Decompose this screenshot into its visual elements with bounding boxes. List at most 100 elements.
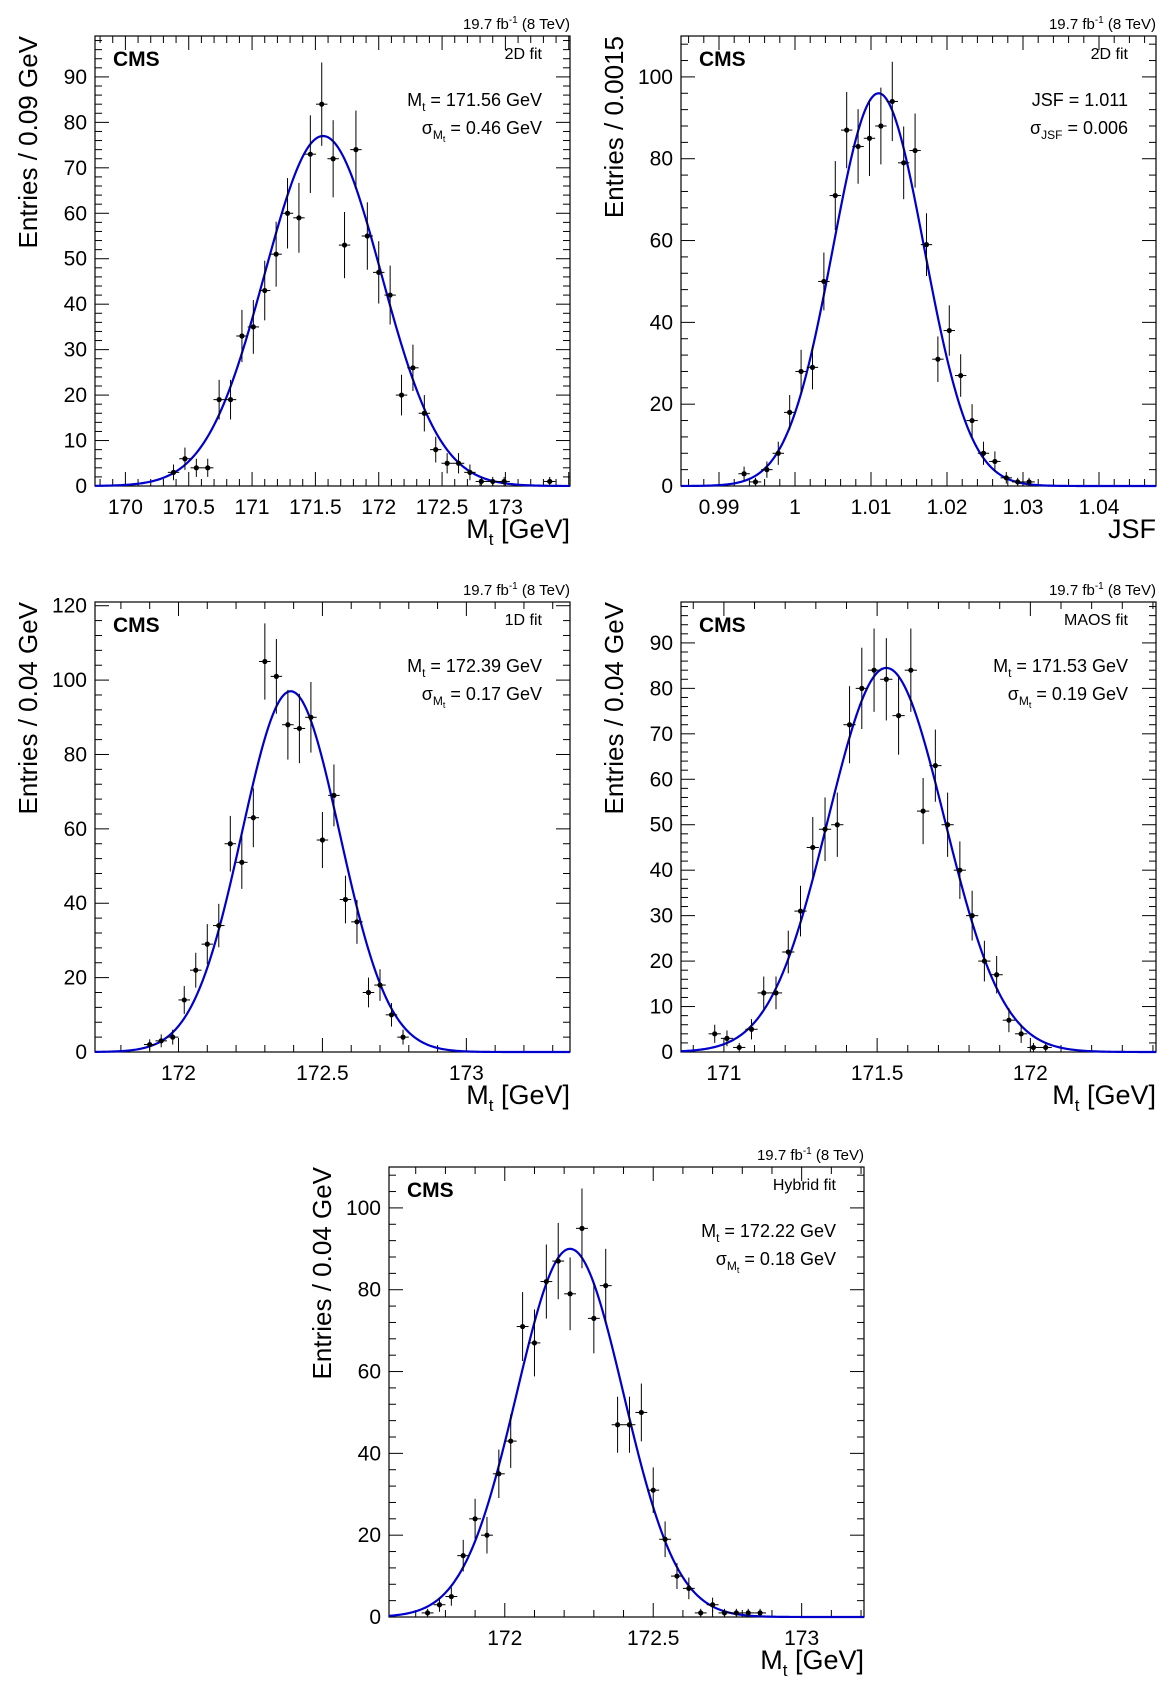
y-tick-label: 60 [358,1361,381,1384]
data-point [552,1222,565,1300]
data-point [213,903,225,948]
data-point [421,1608,434,1617]
y-axis-label: Entries / 0.04 GeV [307,1166,337,1379]
x-axis-label: Mt [GeV] [760,1645,864,1680]
data-point [397,1029,409,1045]
chart-panel-1: 170 170.5 171 171.5 172 172.5 173 0 10 20 30 40 50 60… [13,15,571,549]
uncertainty-sub: M [727,1259,737,1273]
point-marker [859,685,865,691]
data-point [433,1597,446,1612]
data-point [166,1029,179,1045]
data-point [742,1608,755,1617]
y-tick-label: 70 [64,157,87,180]
data-point [155,1034,167,1048]
data-point [247,300,260,354]
data-point [818,252,830,311]
lumi-label-main: 19.7 fb [757,1147,803,1164]
y-axis-label: Entries / 0.04 GeV [599,601,629,814]
data-point [576,1188,588,1269]
point-marker [980,450,987,456]
fit-result-symbol: JSF [1032,90,1064,110]
uncertainty-text: = 0.006 [1062,118,1128,138]
fit-result-symbol: M [407,656,422,676]
fit-result-sub: t [422,666,426,680]
point-marker [364,233,370,239]
x-axis-label: Mt [GeV] [466,514,570,549]
data-point [316,62,328,146]
point-marker [543,1278,549,1285]
plot-frame [680,35,1157,487]
data-point [875,87,887,165]
uncertainty-symbol: σ [422,118,433,138]
x-tick-label: 172 [361,496,396,519]
uncertainty-symbol: σ [422,684,433,704]
point-marker [650,1487,656,1493]
data-point [978,940,991,982]
data-point [305,682,317,753]
y-tick-label: 0 [75,1041,87,1064]
point-marker [775,450,781,456]
lumi-label-main: 19.7 fb [463,16,509,33]
data-point [361,202,374,270]
data-point [328,764,340,827]
point-marker [508,1438,514,1444]
plot-frame [680,601,1157,1053]
point-marker [787,409,793,415]
x-axis-label-sub: t [489,530,494,549]
lumi-label-energy: (8 TeV) [518,582,570,599]
data-point [190,952,202,988]
data-point [516,1292,529,1362]
point-marker [698,1610,704,1616]
lumi-label-main: 19.7 fb [1049,582,1095,599]
data-point [659,1521,672,1558]
x-tick-label: 170 [108,496,143,519]
y-tick-label: 20 [64,384,87,407]
data-point [720,1030,734,1047]
fit-result-text: = 172.22 GeV [719,1221,836,1241]
data-point [385,1003,398,1027]
data-point [469,1498,482,1539]
x-axis-label: JSF [1108,514,1156,544]
data-point [761,461,773,478]
data-point [498,476,510,486]
point-marker [733,1610,739,1616]
fit-result-uncertainty: σMt = 0.18 GeV [716,1249,836,1275]
data-point [304,115,317,194]
y-tick-label: 10 [64,430,87,453]
point-marker [878,123,884,129]
data-point [293,693,306,764]
point-marker [912,147,918,154]
data-point [829,161,841,231]
point-marker [433,447,439,453]
lumi-label-energy: (8 TeV) [1104,582,1156,599]
data-point [457,1539,470,1572]
x-axis-label: Mt [GeV] [466,1080,570,1115]
data-point [909,113,921,188]
gaussian-fit-curve [680,92,1156,488]
data-point [706,1597,719,1612]
experiment-label: CMS [699,48,746,71]
y-tick-label: 60 [650,230,673,253]
point-marker [193,465,199,471]
y-tick-label: 80 [650,677,673,700]
experiment-label: CMS [113,48,160,71]
data-point [941,792,954,857]
point-marker [410,365,416,371]
uncertainty-text: = 0.19 GeV [1031,684,1128,704]
data-point [966,890,979,941]
fit-type-label: MAOS fit [1064,612,1129,629]
point-marker [932,763,938,769]
point-marker [354,919,360,925]
point-marker [686,1585,692,1591]
data-point [373,241,385,304]
data-point [190,458,203,477]
point-marker [460,1553,466,1559]
lumi-label-exponent: -1 [509,581,518,592]
data-point [544,476,556,486]
uncertainty-sub: M [433,694,443,708]
data-point [599,1248,612,1323]
point-marker [1026,479,1032,485]
point-marker [883,676,889,682]
x-tick-label: 1 [789,496,801,519]
x-axis-label-unit: [GeV] [493,1080,570,1110]
